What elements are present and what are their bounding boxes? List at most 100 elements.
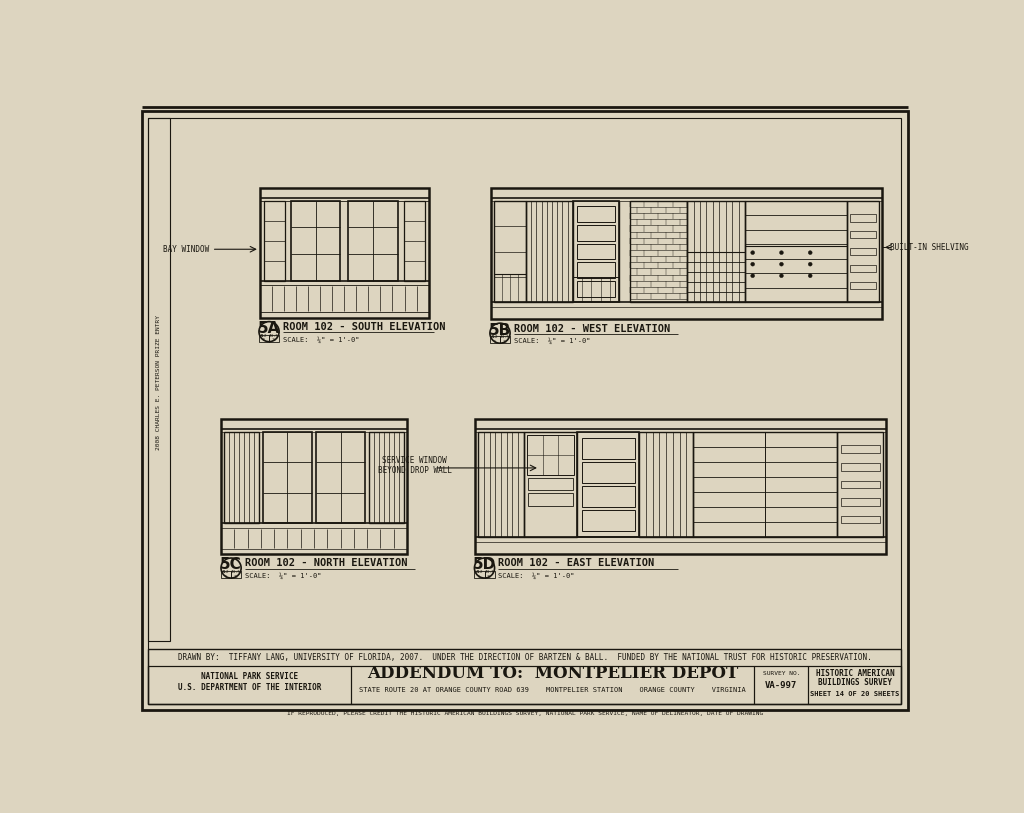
- Circle shape: [779, 274, 783, 278]
- Bar: [523, 432, 578, 537]
- Circle shape: [751, 250, 755, 254]
- Text: VA-997: VA-997: [765, 681, 798, 690]
- Text: A12
5: A12 5: [492, 336, 499, 344]
- Text: DRAWN BY:  TIFFANY LANG, UNIVERSITY OF FLORIDA, 2007.  UNDER THE DIRECTION OF BA: DRAWN BY: TIFFANY LANG, UNIVERSITY OF FL…: [178, 653, 871, 662]
- Circle shape: [751, 274, 755, 278]
- Bar: [351, 666, 755, 704]
- Bar: [841, 515, 880, 524]
- Bar: [582, 510, 635, 531]
- Bar: [475, 420, 886, 554]
- Bar: [582, 438, 635, 459]
- Bar: [850, 265, 876, 272]
- Bar: [572, 201, 620, 302]
- Text: IF REPRODUCED, PLEASE CREDIT THE HISTORIC AMERICAN BUILDINGS SURVEY, NATIONAL PA: IF REPRODUCED, PLEASE CREDIT THE HISTORI…: [287, 711, 763, 716]
- Text: SERVICE WINDOW
BEYOND DROP WALL: SERVICE WINDOW BEYOND DROP WALL: [378, 456, 452, 476]
- Text: BAY WINDOW: BAY WINDOW: [163, 245, 209, 254]
- Bar: [841, 498, 880, 506]
- Bar: [528, 493, 572, 506]
- Text: A4.5
1L: A4.5 1L: [500, 336, 510, 344]
- Bar: [577, 244, 615, 259]
- Text: SCALE:  ¼" = 1'-0": SCALE: ¼" = 1'-0": [245, 572, 322, 579]
- Bar: [148, 666, 351, 704]
- Bar: [148, 649, 901, 704]
- Text: SURVEY NO.: SURVEY NO.: [763, 671, 800, 676]
- Bar: [687, 201, 744, 302]
- Text: SHEET 14 OF 20 SHEETS: SHEET 14 OF 20 SHEETS: [810, 690, 899, 697]
- Bar: [809, 666, 901, 704]
- Text: 5D: 5D: [473, 558, 496, 572]
- Text: ROOM 102 - SOUTH ELEVATION: ROOM 102 - SOUTH ELEVATION: [283, 322, 445, 332]
- Bar: [231, 571, 241, 578]
- Bar: [577, 263, 615, 278]
- Bar: [630, 201, 687, 302]
- Circle shape: [808, 263, 812, 266]
- Bar: [259, 335, 269, 341]
- Bar: [841, 463, 880, 471]
- Text: 5B: 5B: [488, 323, 511, 337]
- Bar: [263, 432, 311, 524]
- Text: ROOM 102 - EAST ELEVATION: ROOM 102 - EAST ELEVATION: [499, 559, 654, 568]
- Bar: [348, 201, 397, 280]
- Text: STATE ROUTE 20 AT ORANGE COUNTY ROAD 639    MONTPELIER STATION    ORANGE COUNTY : STATE ROUTE 20 AT ORANGE COUNTY ROAD 639…: [359, 688, 746, 693]
- Bar: [291, 201, 340, 280]
- Text: ROOM 102 - WEST ELEVATION: ROOM 102 - WEST ELEVATION: [514, 324, 670, 333]
- Text: SCALE:  ¼" = 1'-0": SCALE: ¼" = 1'-0": [499, 572, 574, 579]
- Bar: [263, 201, 285, 280]
- Text: U.S. DEPARTMENT OF THE INTERIOR: U.S. DEPARTMENT OF THE INTERIOR: [178, 683, 322, 692]
- Bar: [474, 571, 484, 578]
- Bar: [369, 432, 403, 524]
- Text: ADDENDUM TO:  MONTPELIER DEPOT: ADDENDUM TO: MONTPELIER DEPOT: [367, 665, 738, 682]
- Bar: [577, 281, 615, 297]
- Bar: [221, 420, 407, 554]
- Text: 2008 CHARLES E. PETERSON PRIZE ENTRY: 2008 CHARLES E. PETERSON PRIZE ENTRY: [157, 315, 162, 450]
- Bar: [847, 201, 879, 302]
- Bar: [528, 478, 572, 490]
- Bar: [578, 432, 639, 537]
- Bar: [500, 337, 510, 343]
- Bar: [403, 201, 425, 280]
- Text: NATIONAL PARK SERVICE: NATIONAL PARK SERVICE: [201, 672, 298, 681]
- Text: A12
5: A12 5: [260, 334, 267, 342]
- Bar: [316, 432, 366, 524]
- Bar: [744, 201, 847, 302]
- Bar: [526, 201, 572, 302]
- Bar: [489, 337, 500, 343]
- Bar: [148, 118, 170, 641]
- Text: A4.5
1L: A4.5 1L: [269, 334, 280, 342]
- Bar: [850, 231, 876, 238]
- Bar: [850, 248, 876, 255]
- Bar: [850, 281, 876, 289]
- Bar: [850, 214, 876, 221]
- Bar: [260, 189, 429, 318]
- Bar: [494, 201, 526, 302]
- Text: 5C: 5C: [220, 558, 242, 572]
- Bar: [582, 462, 635, 483]
- Bar: [269, 335, 280, 341]
- Bar: [838, 432, 883, 537]
- Circle shape: [808, 250, 812, 254]
- Bar: [841, 480, 880, 489]
- Text: ROOM 102 - NORTH ELEVATION: ROOM 102 - NORTH ELEVATION: [245, 559, 408, 568]
- Text: SCALE:  ¼" = 1'-0": SCALE: ¼" = 1'-0": [283, 337, 359, 343]
- Bar: [478, 432, 523, 537]
- Circle shape: [808, 274, 812, 278]
- Bar: [484, 571, 495, 578]
- Circle shape: [779, 263, 783, 266]
- Text: SCALE:  ¼" = 1'-0": SCALE: ¼" = 1'-0": [514, 337, 591, 344]
- Bar: [582, 486, 635, 507]
- Bar: [693, 432, 838, 537]
- Text: A4.5
1L: A4.5 1L: [231, 570, 241, 579]
- Bar: [755, 666, 809, 704]
- Text: A12
5: A12 5: [222, 570, 229, 579]
- Text: A12
5: A12 5: [476, 570, 483, 579]
- Bar: [841, 446, 880, 453]
- Circle shape: [751, 263, 755, 266]
- Text: A4.5
1L: A4.5 1L: [484, 570, 495, 579]
- Bar: [577, 207, 615, 222]
- Bar: [526, 435, 574, 475]
- Text: BUILDINGS SURVEY: BUILDINGS SURVEY: [818, 678, 892, 687]
- Text: BUILT-IN SHELVING: BUILT-IN SHELVING: [890, 243, 969, 252]
- Text: HISTORIC AMERICAN: HISTORIC AMERICAN: [816, 669, 894, 678]
- Circle shape: [779, 250, 783, 254]
- Bar: [224, 432, 259, 524]
